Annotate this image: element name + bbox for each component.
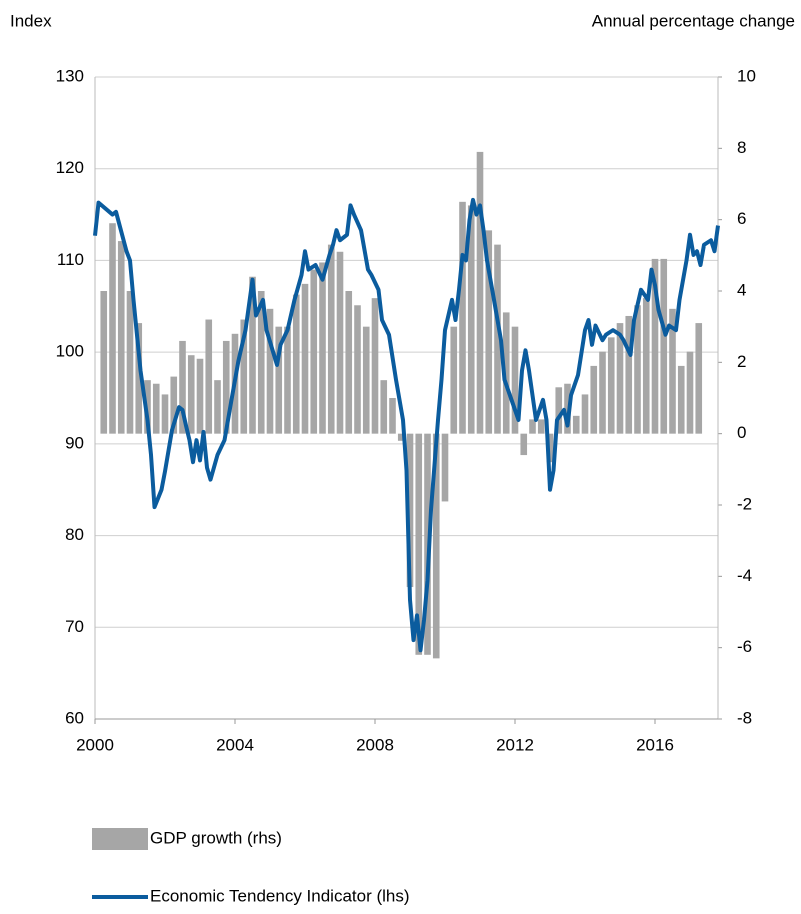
bar [695,323,703,434]
bar [266,308,274,434]
bar [135,323,143,434]
y-tick-label: 120 [56,158,84,177]
y2-tick-label: -8 [737,708,752,727]
line [93,197,720,653]
bar [686,351,694,434]
bar [415,433,423,655]
y-tick-label: 70 [65,617,84,636]
bar [651,258,659,434]
y2-tick-label: -2 [737,494,752,513]
bar [572,415,580,434]
bar [599,351,606,434]
y2-tick-label: 10 [737,66,756,85]
bar [625,315,633,434]
bar [196,358,204,434]
bar [537,419,545,434]
bar [170,376,178,434]
bar [555,387,563,434]
bar [117,241,125,434]
bar [581,394,589,434]
bar [590,365,598,434]
bar [389,398,396,434]
bar [152,383,160,434]
bar [205,319,213,434]
bar [511,326,519,434]
bar [406,433,414,588]
bar [275,326,283,434]
bar [310,269,318,434]
bar [459,201,466,434]
y2-tick-label: 6 [737,209,746,228]
bar [485,230,493,434]
bar [100,291,108,434]
bar [257,291,265,434]
legend-swatch [92,828,148,850]
bar [345,291,353,434]
bar [642,298,650,434]
y2-axis-title: Annual percentage change [592,11,795,30]
bar [284,326,291,434]
bar [441,433,449,502]
bar [432,433,440,659]
bar [450,326,458,434]
bar [677,365,685,434]
bar [301,283,309,434]
bar [354,305,361,434]
bar [660,258,668,434]
bar [222,340,230,434]
y-tick-label: 130 [56,66,84,85]
bar [397,433,405,441]
y-tick-label: 100 [56,342,84,361]
bar [161,394,169,434]
bar [520,433,528,456]
bar [502,312,510,434]
bar [371,298,379,434]
y2-tick-label: 4 [737,280,746,299]
bar [214,380,221,434]
y2-tick-label: 8 [737,138,746,157]
bar [380,380,388,434]
x-tick-label: 2000 [76,735,114,754]
bar [476,151,484,434]
legend-label: GDP growth (rhs) [150,828,282,847]
y-axis-title: Index [10,11,52,30]
legend-label: Economic Tendency Indicator (lhs) [150,886,410,905]
y-tick-label: 110 [57,250,84,269]
bar [249,276,256,434]
bar [494,244,501,434]
bar [529,419,536,434]
bar [292,294,300,434]
y2-tick-label: -6 [737,637,752,656]
bar [327,244,335,434]
bar [179,340,186,434]
bar [240,319,248,434]
bar [126,291,134,434]
bar [362,326,370,434]
bar [669,308,676,434]
bar [336,251,344,434]
y-tick-label: 90 [65,433,84,452]
bar [616,323,624,434]
bar [467,205,475,434]
bar [546,433,554,463]
bar [607,337,615,434]
bar [109,223,116,434]
y2-tick-label: -4 [737,566,752,585]
bar [634,305,641,434]
y-tick-label: 60 [65,708,84,727]
x-tick-label: 2008 [356,735,394,754]
y2-tick-label: 2 [737,352,746,371]
x-tick-label: 2012 [496,735,534,754]
bar [319,262,326,434]
y2-tick-label: 0 [737,423,746,442]
bar [187,355,195,434]
x-tick-label: 2016 [636,735,674,754]
y-tick-label: 80 [65,525,84,544]
x-tick-label: 2004 [216,735,254,754]
